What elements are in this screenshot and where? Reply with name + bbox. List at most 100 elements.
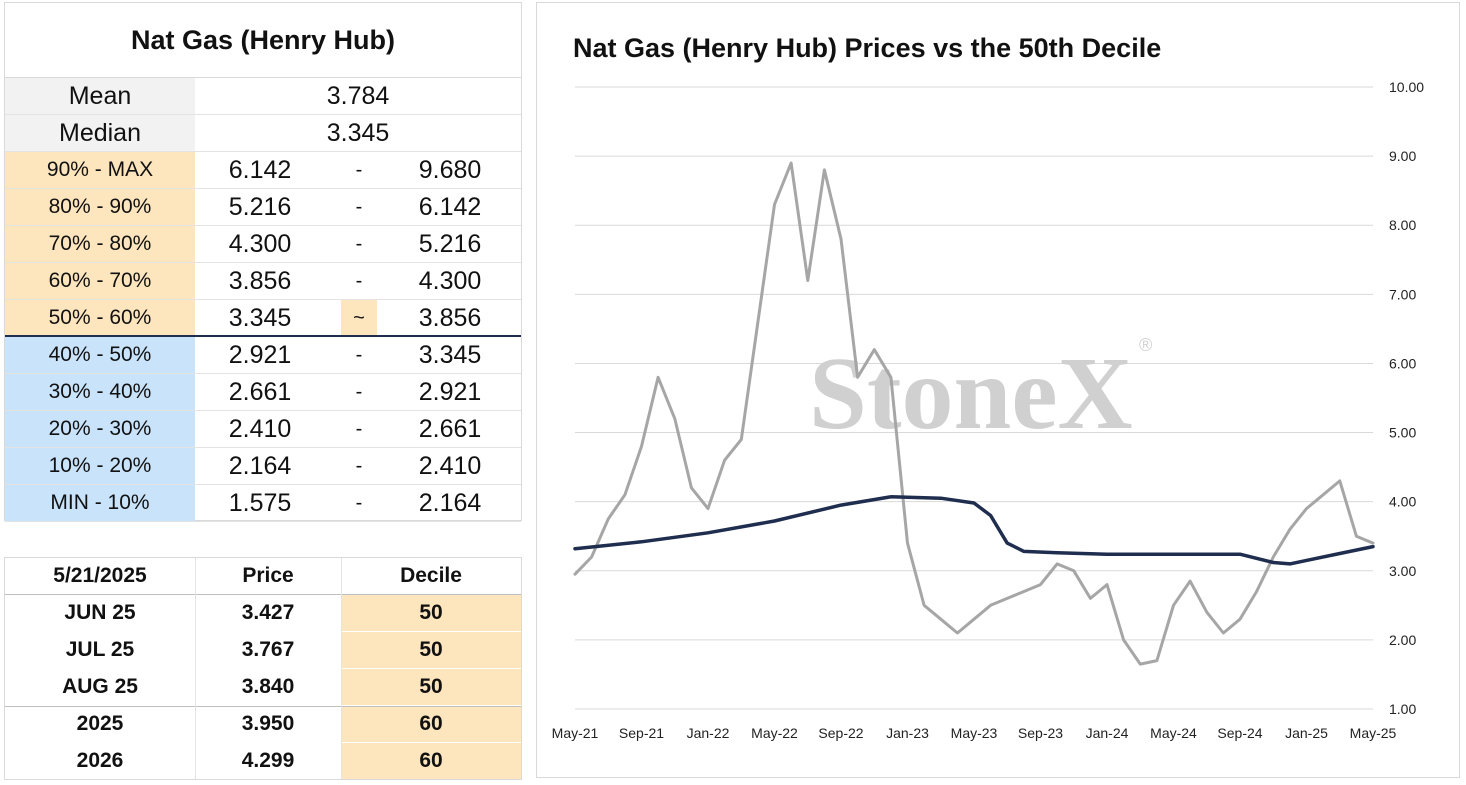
decile-low: 6.142	[228, 156, 292, 184]
price: 4.299	[241, 749, 295, 772]
x-tick-label: Jan-24	[1086, 725, 1129, 741]
decile-row: 80% - 90% 5.216 - 6.142	[5, 189, 521, 226]
decile-50-series-line	[573, 495, 1375, 566]
decile-low: 2.410	[228, 415, 292, 443]
decile-high: 2.921	[418, 378, 482, 406]
decile-high: 9.680	[418, 156, 482, 184]
y-tick-label: 3.00	[1389, 563, 1416, 579]
y-tick-label: 5.00	[1389, 425, 1416, 441]
x-tick-label: Jan-23	[886, 725, 929, 741]
price-row: 2026 4.299 60	[5, 743, 521, 780]
price-table: 5/21/2025 Price Decile JUN 25 3.427 50 JUL …	[4, 557, 522, 780]
contract: AUG 25	[62, 675, 138, 698]
price-row: JUN 25 3.427 50	[5, 595, 521, 632]
x-tick-label: Sep-22	[818, 725, 863, 741]
decile-row: MIN - 10% 1.575 - 2.164	[5, 485, 521, 522]
decile-low: 5.216	[228, 193, 292, 221]
price-chart: 1.00 2.00 3.00 4.00 5.00 6.00 7.00 8.00 9.00 10.0…	[552, 79, 1425, 741]
mean-value: 3.784	[326, 82, 390, 110]
price-row: JUL 25 3.767 50	[5, 632, 521, 669]
decile-separator: -	[355, 381, 363, 403]
median-divider	[5, 335, 521, 337]
decile-separator: -	[355, 196, 363, 218]
decile-low: 3.856	[228, 267, 292, 295]
decile: 60	[341, 743, 521, 779]
decile: 60	[341, 706, 521, 742]
price: 3.950	[241, 712, 295, 735]
decile-low: 3.345	[228, 304, 292, 332]
decile-high: 2.164	[418, 489, 482, 517]
decile-low: 1.575	[228, 489, 292, 517]
price-series-line	[573, 161, 1375, 666]
decile-label: 60% - 70%	[5, 263, 195, 299]
decile-separator: -	[355, 159, 363, 181]
header-decile: Decile	[400, 564, 462, 587]
decile-separator: -	[355, 455, 363, 477]
x-tick-label: Sep-23	[1018, 725, 1063, 741]
contract: 2025	[76, 712, 124, 735]
decile-separator: ~	[341, 300, 377, 336]
decile-label: 50% - 60%	[5, 300, 195, 336]
decile-separator: -	[355, 233, 363, 255]
decile-row: 70% - 80% 4.300 - 5.216	[5, 226, 521, 263]
median-value: 3.345	[326, 119, 390, 147]
price-table-header: 5/21/2025 Price Decile	[5, 558, 521, 595]
decile-row: 60% - 70% 3.856 - 4.300	[5, 263, 521, 300]
median-row: Median 3.345	[5, 115, 521, 152]
y-tick-label: 1.00	[1389, 701, 1416, 717]
chart-panel: Nat Gas (Henry Hub) Prices vs the 50th D…	[536, 2, 1460, 778]
decile-separator: -	[355, 492, 363, 514]
x-tick-label: Sep-24	[1217, 725, 1262, 741]
x-tick-label: Sep-21	[619, 725, 664, 741]
decile-high: 2.410	[418, 452, 482, 480]
y-tick-label: 10.00	[1389, 79, 1424, 95]
mean-row: Mean 3.784	[5, 78, 521, 115]
y-tick-label: 4.00	[1389, 494, 1416, 510]
decile-high: 5.216	[418, 230, 482, 258]
decile-row: 30% - 40% 2.661 - 2.921	[5, 374, 521, 411]
decile-high: 3.345	[418, 341, 482, 369]
decile-row: 90% - MAX 6.142 - 9.680	[5, 152, 521, 189]
decile-separator: -	[355, 270, 363, 292]
decile-label: 20% - 30%	[5, 411, 195, 447]
header-date: 5/21/2025	[53, 564, 147, 587]
decile-separator: -	[355, 418, 363, 440]
x-tick-label: May-24	[1150, 725, 1197, 741]
decile-high: 2.661	[418, 415, 482, 443]
decile-label: 90% - MAX	[5, 152, 195, 188]
y-tick-label: 7.00	[1389, 286, 1416, 302]
decile-row: 10% - 20% 2.164 - 2.410	[5, 448, 521, 485]
median-label: Median	[5, 115, 195, 151]
x-tick-label: Jan-25	[1285, 725, 1328, 741]
price: 3.767	[241, 638, 295, 661]
decile: 50	[341, 595, 521, 631]
decile-label: MIN - 10%	[5, 485, 195, 521]
decile-low: 2.164	[228, 452, 292, 480]
decile-separator: -	[355, 344, 363, 366]
watermark-registered-mark: ®	[1139, 335, 1152, 355]
decile-high: 6.142	[418, 193, 482, 221]
decile-label: 80% - 90%	[5, 189, 195, 225]
decile-high: 3.856	[418, 304, 482, 332]
contract: 2026	[76, 749, 124, 772]
x-tick-label: May-23	[951, 725, 998, 741]
y-tick-label: 9.00	[1389, 148, 1416, 164]
x-tick-label: May-25	[1350, 725, 1397, 741]
chart-title: Nat Gas (Henry Hub) Prices vs the 50th D…	[573, 33, 1162, 63]
contract: JUL 25	[65, 638, 135, 661]
price: 3.840	[241, 675, 295, 698]
decile: 50	[341, 669, 521, 705]
decile-table-title: Nat Gas (Henry Hub)	[5, 3, 521, 78]
x-tick-label: May-22	[751, 725, 798, 741]
decile-label: 10% - 20%	[5, 448, 195, 484]
y-tick-label: 6.00	[1389, 355, 1416, 371]
price: 3.427	[241, 601, 295, 624]
y-tick-label: 2.00	[1389, 632, 1416, 648]
decile-label: 70% - 80%	[5, 226, 195, 262]
x-tick-label: May-21	[552, 725, 599, 741]
price-row: AUG 25 3.840 50	[5, 669, 521, 706]
decile-low: 2.661	[228, 378, 292, 406]
decile-label: 30% - 40%	[5, 374, 195, 410]
decile-table: Nat Gas (Henry Hub) Mean 3.784 Median 3.…	[4, 2, 522, 522]
decile-low: 2.921	[228, 341, 292, 369]
